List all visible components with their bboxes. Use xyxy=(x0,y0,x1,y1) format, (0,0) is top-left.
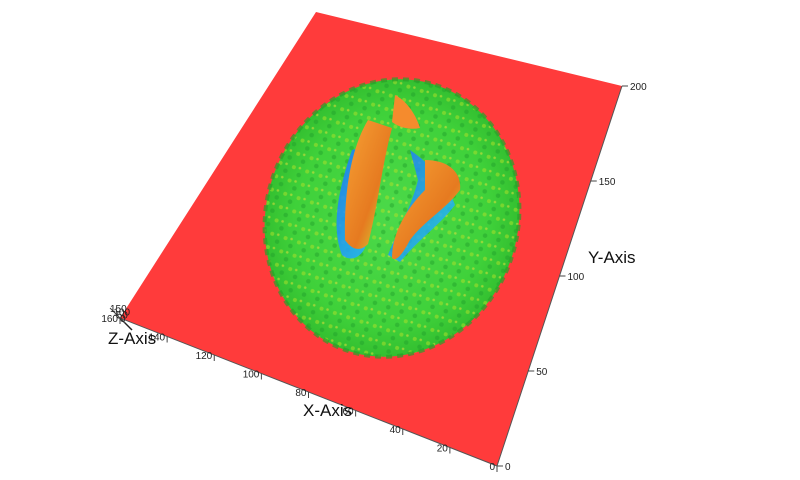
z-axis-tick-50-label: 50 xyxy=(117,311,129,322)
z-axis-title: Z-Axis xyxy=(108,329,156,348)
x-axis-tick-40-label: 40 xyxy=(390,425,402,436)
z-axis-tick-150-label: 150 xyxy=(110,304,127,315)
y-axis-tick-150-label: 150 xyxy=(599,177,616,188)
x-axis-title: X-Axis xyxy=(303,401,352,420)
ridge-right xyxy=(392,160,461,260)
ridge-left xyxy=(344,120,392,249)
x-axis-tick-140-label: 140 xyxy=(148,333,165,344)
brain-surface xyxy=(262,77,522,359)
y-axis-tick-0-label: 0 xyxy=(505,462,511,473)
x-axis: 0 20 40 60 80 100 120 140 160 xyxy=(101,314,498,473)
y-axis: 0 50 100 150 200 xyxy=(496,82,647,473)
y-axis-tick-100-label: 100 xyxy=(568,272,585,283)
z-axis-tick-150-tick xyxy=(109,307,116,314)
x-axis-tick-20-label: 20 xyxy=(437,444,449,455)
x-axis-tick-100-label: 100 xyxy=(243,370,260,381)
ventricles xyxy=(336,95,461,262)
x-axis-tick-80-label: 80 xyxy=(295,388,307,399)
y-axis-title: Y-Axis xyxy=(588,248,636,267)
y-axis-tick-50-label: 50 xyxy=(536,367,548,378)
x-axis-tick-0-label: 0 xyxy=(489,462,495,473)
z-axis-tick-0-label: 0 xyxy=(120,314,126,325)
z-axis-tick-100-label: 100 xyxy=(113,307,130,318)
x-axis-tick-120-label: 120 xyxy=(196,351,213,362)
y-axis-tick-200-label: 200 xyxy=(630,82,647,93)
brain-texture xyxy=(264,79,520,357)
ridge-top xyxy=(392,95,420,129)
x-axis-tick-160-label: 160 xyxy=(101,314,118,325)
x-axis-tick-60-label: 60 xyxy=(343,407,355,418)
